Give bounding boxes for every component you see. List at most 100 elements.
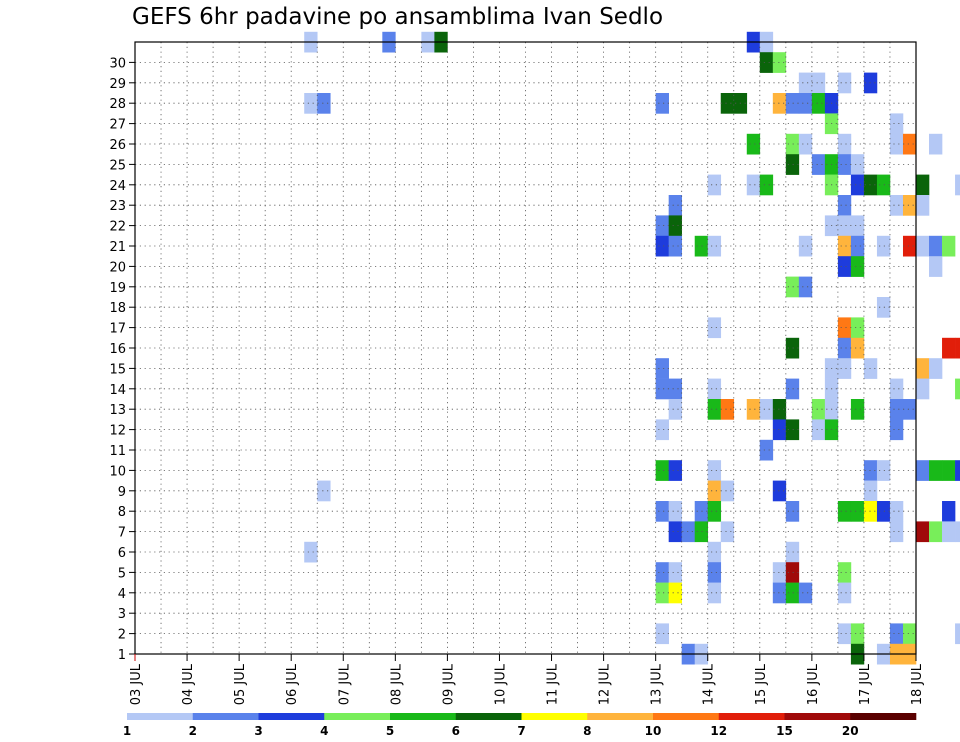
heatmap-cell — [668, 562, 682, 583]
heatmap-cell — [889, 419, 904, 441]
heatmap-cell — [902, 133, 917, 155]
heatmap-cell — [837, 154, 852, 175]
heatmap-cell — [746, 174, 761, 196]
heatmap-cell — [929, 235, 943, 257]
x-tick-label: 18 JUL — [910, 663, 925, 705]
heatmap-cell — [837, 317, 852, 339]
colorbar-segment — [258, 713, 325, 720]
heatmap-cell — [942, 460, 956, 481]
colorbar-segment — [653, 713, 720, 720]
colorbar-segment — [587, 713, 654, 720]
heatmap-cell — [929, 521, 943, 543]
colorbar-label: 4 — [320, 724, 328, 738]
heatmap-cell — [655, 562, 669, 583]
y-tick-label: 8 — [118, 505, 126, 520]
x-tick-label: 05 JUL — [233, 663, 248, 705]
x-tick-label: 09 JUL — [441, 663, 456, 705]
y-tick-label: 16 — [109, 342, 126, 357]
heatmap-cell — [707, 174, 722, 196]
heatmap-cell — [785, 419, 800, 441]
heatmap-cell — [681, 521, 696, 543]
y-tick-label: 28 — [109, 97, 126, 112]
heatmap-cell — [759, 52, 774, 73]
heatmap-cell — [655, 358, 669, 379]
heatmap-cell — [811, 93, 826, 114]
heatmap-cell — [668, 501, 682, 522]
heatmap-cell — [850, 501, 865, 522]
heatmap-cell — [837, 501, 852, 522]
colorbar-segment — [127, 713, 194, 720]
heatmap-cell — [707, 317, 722, 339]
heatmap-cell — [785, 133, 800, 155]
heatmap-cell — [811, 419, 826, 441]
heatmap-cell — [720, 93, 735, 114]
colorbar-segment — [784, 713, 851, 720]
heatmap-cell — [889, 623, 904, 645]
heatmap-cell — [707, 501, 722, 522]
heatmap-cell — [772, 52, 787, 73]
colorbar-label: 15 — [776, 724, 793, 738]
heatmap-cell — [655, 235, 669, 257]
heatmap-cell — [668, 235, 682, 257]
heatmap-cell — [889, 521, 904, 543]
heatmap-cell — [955, 623, 960, 645]
heatmap-cell — [785, 337, 800, 359]
heatmap-cell — [655, 501, 669, 522]
heatmap-cell — [837, 582, 852, 604]
heatmap-cell — [798, 582, 813, 604]
heatmap-cell — [772, 480, 787, 502]
heatmap-cell — [850, 317, 865, 339]
x-tick-label: 14 JUL — [702, 663, 717, 705]
heatmap-cell — [876, 235, 891, 257]
heatmap-cell — [837, 358, 852, 379]
y-tick-label: 10 — [109, 464, 126, 479]
heatmap-cell — [837, 72, 852, 94]
y-tick-label: 14 — [109, 383, 126, 398]
y-tick-label: 30 — [109, 56, 126, 71]
heatmap-cell — [955, 378, 960, 400]
heatmap-cell — [772, 582, 787, 604]
heatmap-cell — [811, 72, 826, 94]
heatmap-cell — [772, 93, 787, 114]
y-tick-label: 15 — [109, 362, 126, 377]
heatmap-cell — [668, 521, 682, 543]
heatmap-cell — [916, 378, 930, 400]
heatmap-cell — [902, 235, 917, 257]
heatmap-cell — [942, 235, 956, 257]
colorbar-label: 6 — [452, 724, 460, 738]
colorbar-label: 20 — [842, 724, 859, 738]
heatmap-cell — [746, 399, 761, 420]
heatmap-cell — [837, 562, 852, 583]
heatmap-cell — [759, 399, 774, 420]
heatmap-cell — [889, 133, 904, 155]
x-tick-label: 17 JUL — [858, 663, 873, 705]
x-tick-label: 16 JUL — [806, 663, 821, 705]
x-tick-label: 10 JUL — [493, 663, 508, 705]
heatmap-cell — [916, 358, 930, 379]
colorbar-segment — [324, 713, 391, 720]
heatmap-cell — [811, 154, 826, 175]
y-tick-label: 17 — [109, 322, 126, 337]
y-tick-label: 2 — [118, 628, 126, 643]
heatmap-cell — [889, 195, 904, 216]
heatmap-cell — [720, 521, 735, 543]
x-tick-label: 04 JUL — [181, 663, 196, 705]
heatmap-cell — [876, 174, 891, 196]
heatmap-cell — [955, 521, 960, 543]
y-tick-label: 7 — [118, 526, 126, 541]
y-tick-label: 18 — [109, 301, 126, 316]
heatmap-cell — [785, 378, 800, 400]
heatmap-cell — [798, 276, 813, 298]
colorbar-label: 5 — [386, 724, 394, 738]
colorbar-label: 2 — [189, 724, 197, 738]
heatmap-cell — [837, 337, 852, 359]
x-tick-label: 03 JUL — [129, 663, 144, 705]
heatmap-cell — [746, 133, 761, 155]
heatmap-cell — [707, 541, 722, 563]
heatmap-cell — [785, 582, 800, 604]
x-tick-label: 11 JUL — [546, 663, 561, 705]
heatmap-cell — [694, 235, 709, 257]
y-tick-label: 4 — [118, 587, 126, 602]
heatmap-cell — [889, 399, 904, 420]
